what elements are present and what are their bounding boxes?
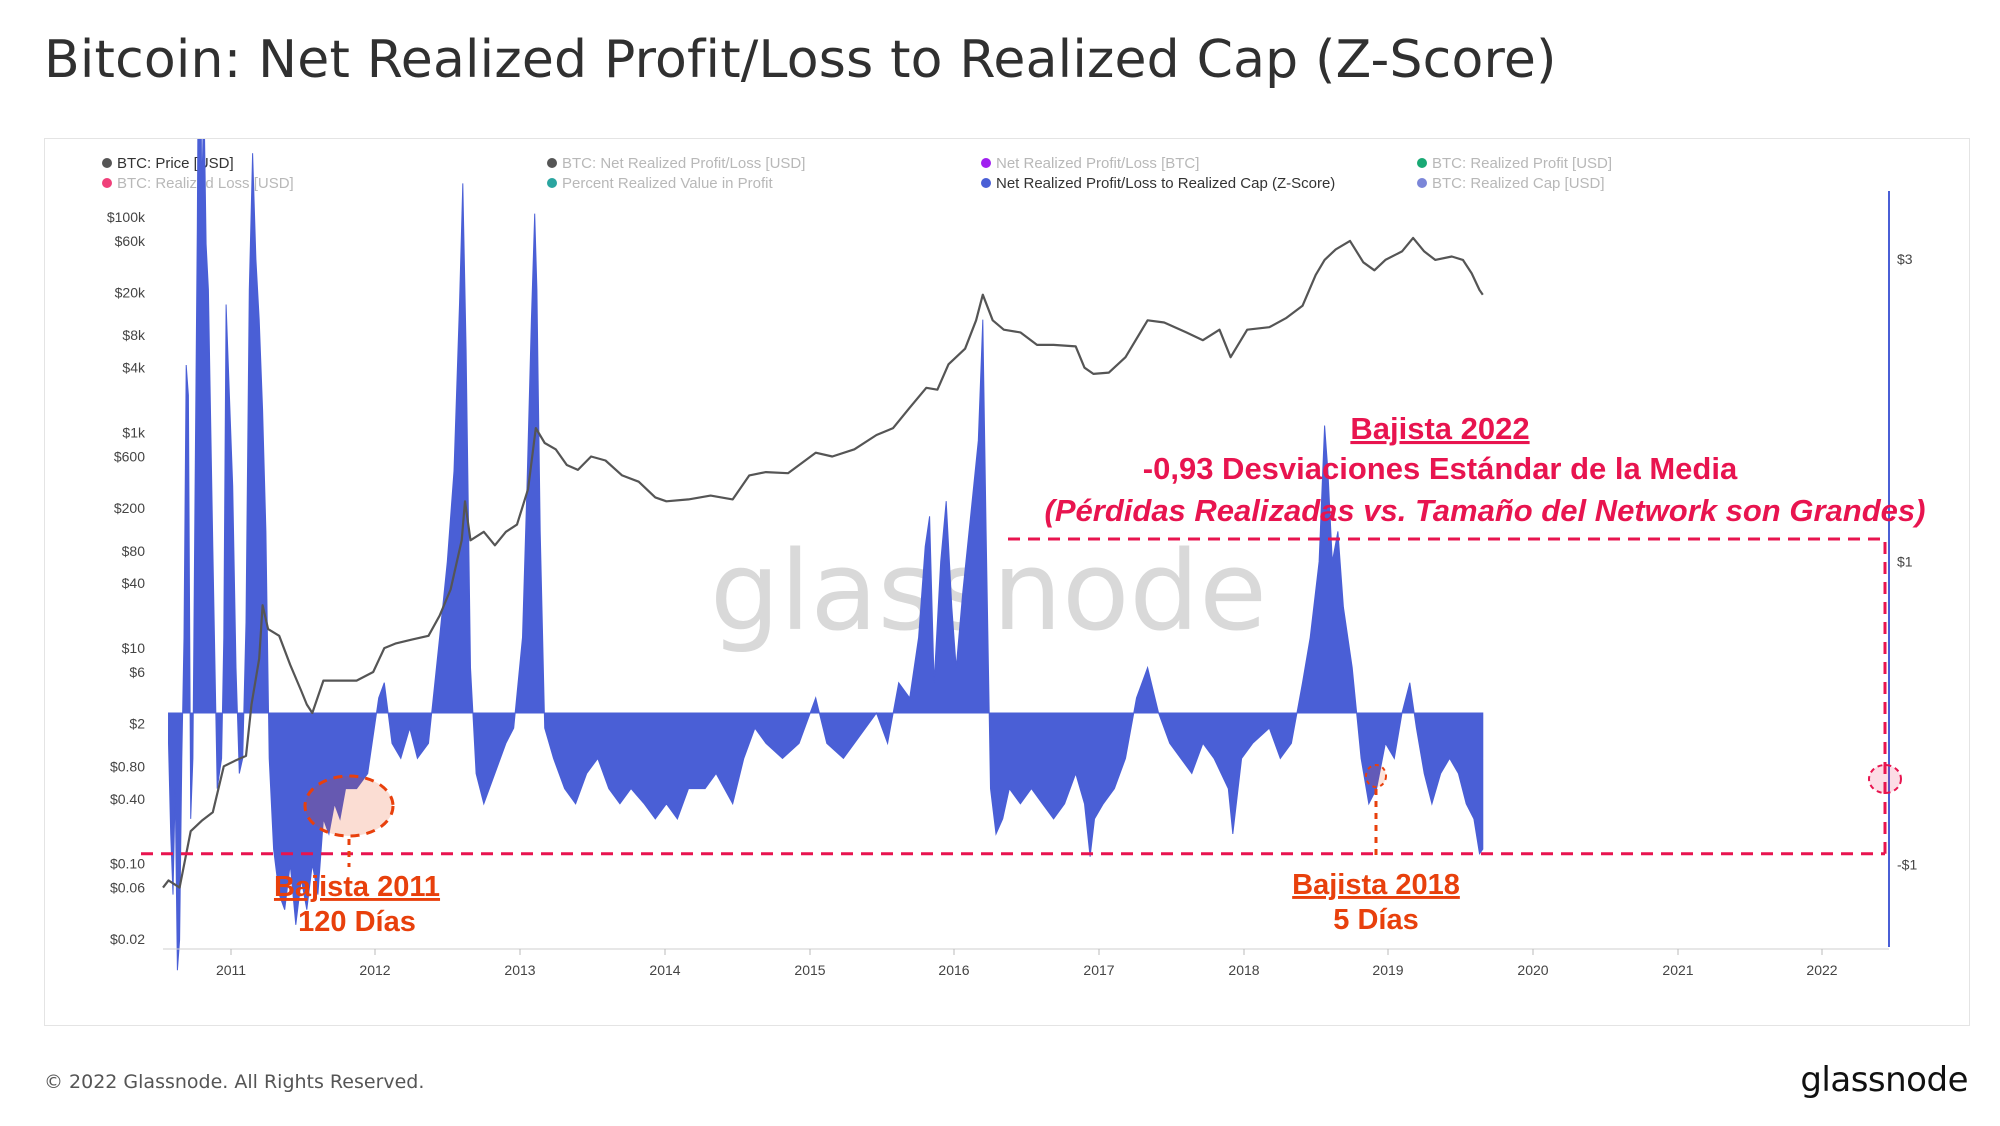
left-tick-17: $0.02 (110, 931, 145, 947)
bear-2018-marker (1365, 764, 1387, 788)
legend-marker-2 (981, 158, 991, 168)
bear-2018-days: 5 Días (1333, 904, 1418, 936)
right-tick-2: $1 (1897, 554, 1913, 570)
bear-2018-title: Bajista 2018 (1292, 869, 1460, 901)
bear-2022-title: Bajista 2022 (1350, 411, 1529, 446)
bear-2022-subtitle: -0,93 Desviaciones Estándar de la Media (1143, 451, 1738, 486)
legend-marker-7 (1417, 178, 1427, 188)
bear-2022-bracket (1008, 537, 1887, 854)
left-tick-0: $100k (107, 209, 146, 225)
legend-marker-3 (1417, 158, 1427, 168)
x-tick-11: 2022 (1806, 962, 1837, 978)
left-tick-16: $0.06 (110, 880, 145, 896)
legend-label-6[interactable]: Net Realized Profit/Loss to Realized Cap… (996, 175, 1335, 192)
legend[interactable]: BTC: Price [USD] BTC: Net Realized Profit… (102, 155, 1612, 192)
page-title: Bitcoin: Net Realized Profit/Loss to Rea… (44, 30, 1557, 90)
legend-marker-0 (102, 158, 112, 168)
x-tick-6: 2017 (1083, 962, 1114, 978)
left-tick-9: $40 (122, 575, 146, 591)
left-tick-11: $6 (129, 664, 145, 680)
glassnode-logo[interactable]: glassnode (1800, 1060, 1968, 1100)
left-tick-13: $0.80 (110, 758, 145, 774)
left-tick-14: $0.40 (110, 791, 145, 807)
bear-2022-note: (Pérdidas Realizadas vs. Tamaño del Netw… (1045, 493, 1926, 528)
bear-2011-days: 120 Días (298, 906, 416, 938)
zscore-area-path (167, 139, 1484, 971)
zscore-area (167, 139, 1484, 971)
legend-marker-6 (981, 178, 991, 188)
chart-frame: glassnode BTC: Price [USD] BTC: Net Reali… (44, 138, 1970, 1026)
right-tick-1: $3 (1897, 251, 1913, 267)
legend-label-3[interactable]: BTC: Realized Profit [USD] (1432, 155, 1612, 172)
bear-2011-title: Bajista 2011 (274, 871, 440, 903)
x-tick-7: 2018 (1228, 962, 1259, 978)
x-tick-2: 2013 (504, 962, 535, 978)
x-tick-10: 2021 (1662, 962, 1693, 978)
left-tick-4: $4k (122, 360, 146, 376)
bear-2011-marker (303, 774, 395, 838)
price-line (162, 236, 1484, 889)
x-tick-1: 2012 (359, 962, 390, 978)
legend-marker-5 (547, 178, 557, 188)
x-tick-9: 2020 (1517, 962, 1548, 978)
chart-canvas[interactable]: glassnode BTC: Price [USD] BTC: Net Reali… (45, 139, 1969, 1025)
left-tick-1: $60k (115, 233, 146, 249)
bear-2022-marker (1868, 764, 1902, 794)
x-tick-5: 2016 (938, 962, 969, 978)
x-tick-0: 2011 (216, 962, 246, 978)
x-tick-8: 2019 (1372, 962, 1403, 978)
copyright-notice: © 2022 Glassnode. All Rights Reserved. (44, 1071, 425, 1093)
left-tick-7: $200 (114, 500, 145, 516)
left-tick-10: $10 (122, 640, 146, 656)
left-tick-6: $600 (114, 448, 145, 464)
legend-label-2[interactable]: Net Realized Profit/Loss [BTC] (996, 155, 1199, 172)
left-tick-15: $0.10 (110, 856, 145, 872)
x-axis: 2011 2012 2013 2014 2015 2016 2017 2018 2019 2020… (163, 948, 1889, 978)
price-line-group (162, 236, 1484, 889)
left-tick-2: $20k (115, 284, 146, 300)
right-tick-3: -$1 (1897, 856, 1917, 872)
legend-marker-1 (547, 158, 557, 168)
right-axis: $5$3$1-$1-$3 (1888, 191, 1917, 947)
legend-label-5[interactable]: Percent Realized Value in Profit (562, 175, 773, 192)
x-tick-3: 2014 (649, 962, 680, 978)
legend-label-1[interactable]: BTC: Net Realized Profit/Loss [USD] (562, 155, 805, 172)
left-tick-5: $1k (122, 425, 146, 441)
x-tick-4: 2015 (794, 962, 825, 978)
legend-marker-4 (102, 178, 112, 188)
left-tick-12: $2 (129, 715, 145, 731)
legend-label-7[interactable]: BTC: Realized Cap [USD] (1432, 175, 1605, 192)
left-tick-3: $8k (122, 327, 146, 343)
left-axis: $100k $60k $20k $8k $4k $1k $600 $200 $80 $40 $10 $… (107, 209, 146, 947)
annotations: Bajista 2022 -0,93 Desviaciones Estándar … (141, 411, 1925, 938)
watermark: glassnode (710, 527, 1267, 655)
legend-label-0[interactable]: BTC: Price [USD] (117, 155, 234, 172)
left-tick-8: $80 (122, 543, 146, 559)
